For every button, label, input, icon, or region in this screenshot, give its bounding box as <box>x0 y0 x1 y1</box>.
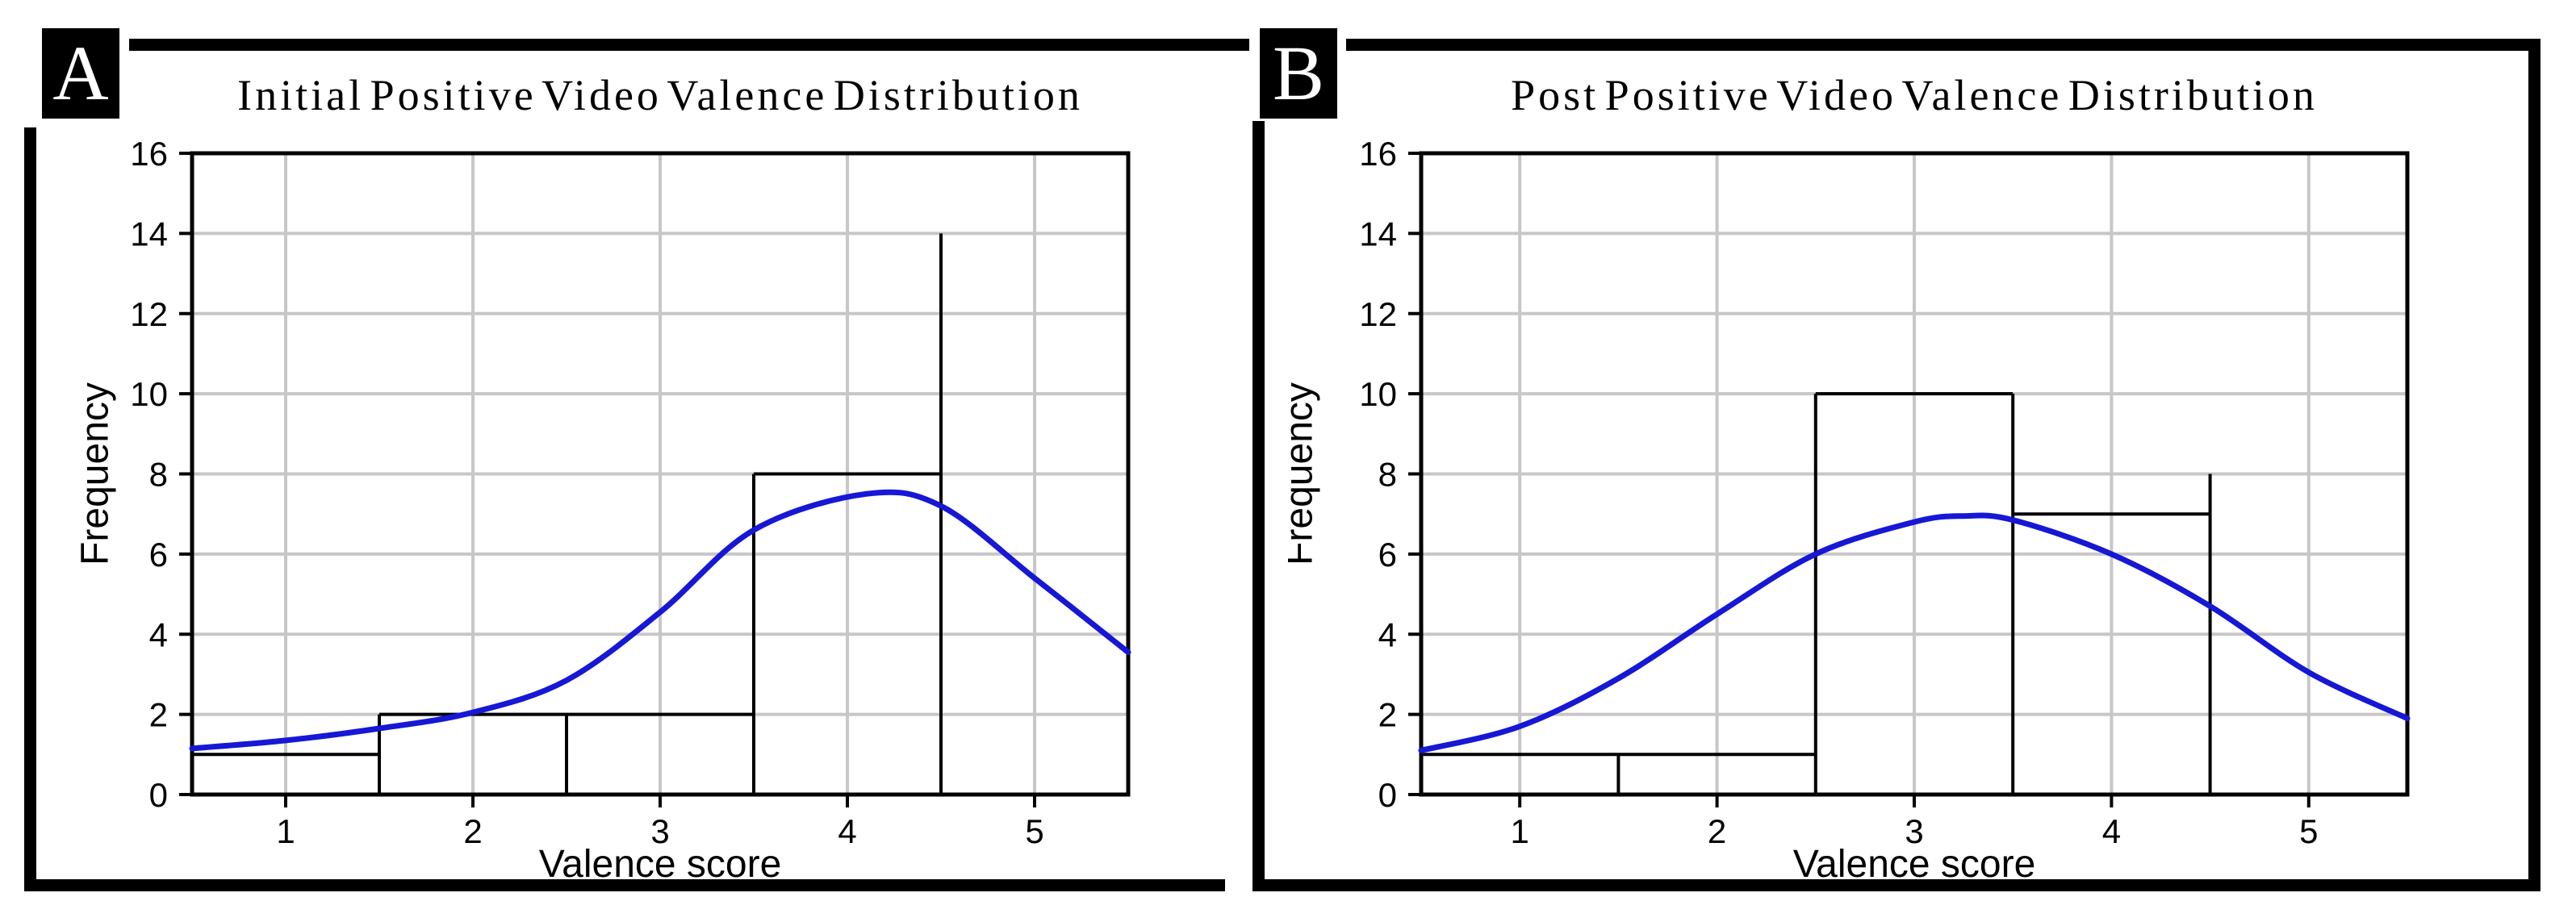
normal-fit-curve <box>189 489 1131 752</box>
panel-b-title: Post Positive Video Valence Distribution <box>1511 71 2318 119</box>
panel-a-top-border <box>129 39 1249 51</box>
panel-b-right-border <box>2528 39 2540 891</box>
y-tick-label: 8 <box>149 456 168 494</box>
y-tick-label: 4 <box>149 615 168 653</box>
normal-fit-curve <box>1418 512 2411 753</box>
x-tick-label: 5 <box>2299 812 2318 850</box>
y-tick-label: 14 <box>1359 215 1397 252</box>
plot-frame <box>190 151 1131 797</box>
panel-a-letter: A <box>52 30 109 116</box>
x-tick-label: 4 <box>838 812 856 850</box>
y-tick-label: 10 <box>1359 375 1397 413</box>
panel-b-x-axis-title: Valence score <box>1792 843 2036 886</box>
y-tick-label: 4 <box>1378 615 1397 653</box>
y-tick-label: 14 <box>130 215 168 252</box>
panel-a-letter-box: A <box>42 28 119 119</box>
y-tick-label: 12 <box>130 295 168 333</box>
panel-a-left-border <box>24 127 36 891</box>
panel-a-x-axis-title: Valence score <box>538 843 782 886</box>
y-tick-label: 16 <box>1359 135 1397 173</box>
y-tick-label: 12 <box>1359 295 1397 333</box>
panel-b-letter: B <box>1272 30 1325 116</box>
panel-b-left-border <box>1252 121 1265 891</box>
y-axis-title: Frequency <box>74 382 117 565</box>
x-tick-label: 2 <box>1708 812 1726 850</box>
histogram-bars <box>1421 392 2212 795</box>
x-tick-label: 5 <box>1025 812 1043 850</box>
x-tick-label: 1 <box>1511 812 1529 850</box>
x-tick-label: 3 <box>650 812 669 850</box>
panel-a-title: Initial Positive Video Valence Distribut… <box>237 71 1083 119</box>
panel-b: B Post Positive Video Valence Distributi… <box>1252 0 2576 922</box>
plot-frame <box>1419 151 2410 797</box>
x-tick-label: 4 <box>2102 812 2121 850</box>
y-tick-label: 8 <box>1378 456 1397 494</box>
panel-b-bottom-border <box>1252 879 2540 891</box>
y-tick-label: 6 <box>1378 536 1397 574</box>
histogram-bars <box>192 233 943 795</box>
y-tick-label: 0 <box>1378 776 1397 814</box>
panel-b-top-border <box>1346 39 2540 51</box>
y-tick-label: 6 <box>149 536 168 574</box>
panel-a-bottom-border <box>24 879 1225 891</box>
x-tick-label: 2 <box>463 812 482 850</box>
y-tick-label: 0 <box>149 776 168 814</box>
y-tick-label: 16 <box>130 135 168 173</box>
panel-b-letter-box: B <box>1260 28 1337 119</box>
x-tick-label: 1 <box>276 812 295 850</box>
x-tick-label: 3 <box>1905 812 1923 850</box>
y-tick-label: 10 <box>130 375 168 413</box>
y-tick-label: 2 <box>149 696 168 734</box>
panel-a: A Initial Positive Video Valence Distrib… <box>24 28 1249 891</box>
y-axis-title: Frequency <box>1288 382 1321 565</box>
y-tick-label: 2 <box>1378 696 1397 734</box>
